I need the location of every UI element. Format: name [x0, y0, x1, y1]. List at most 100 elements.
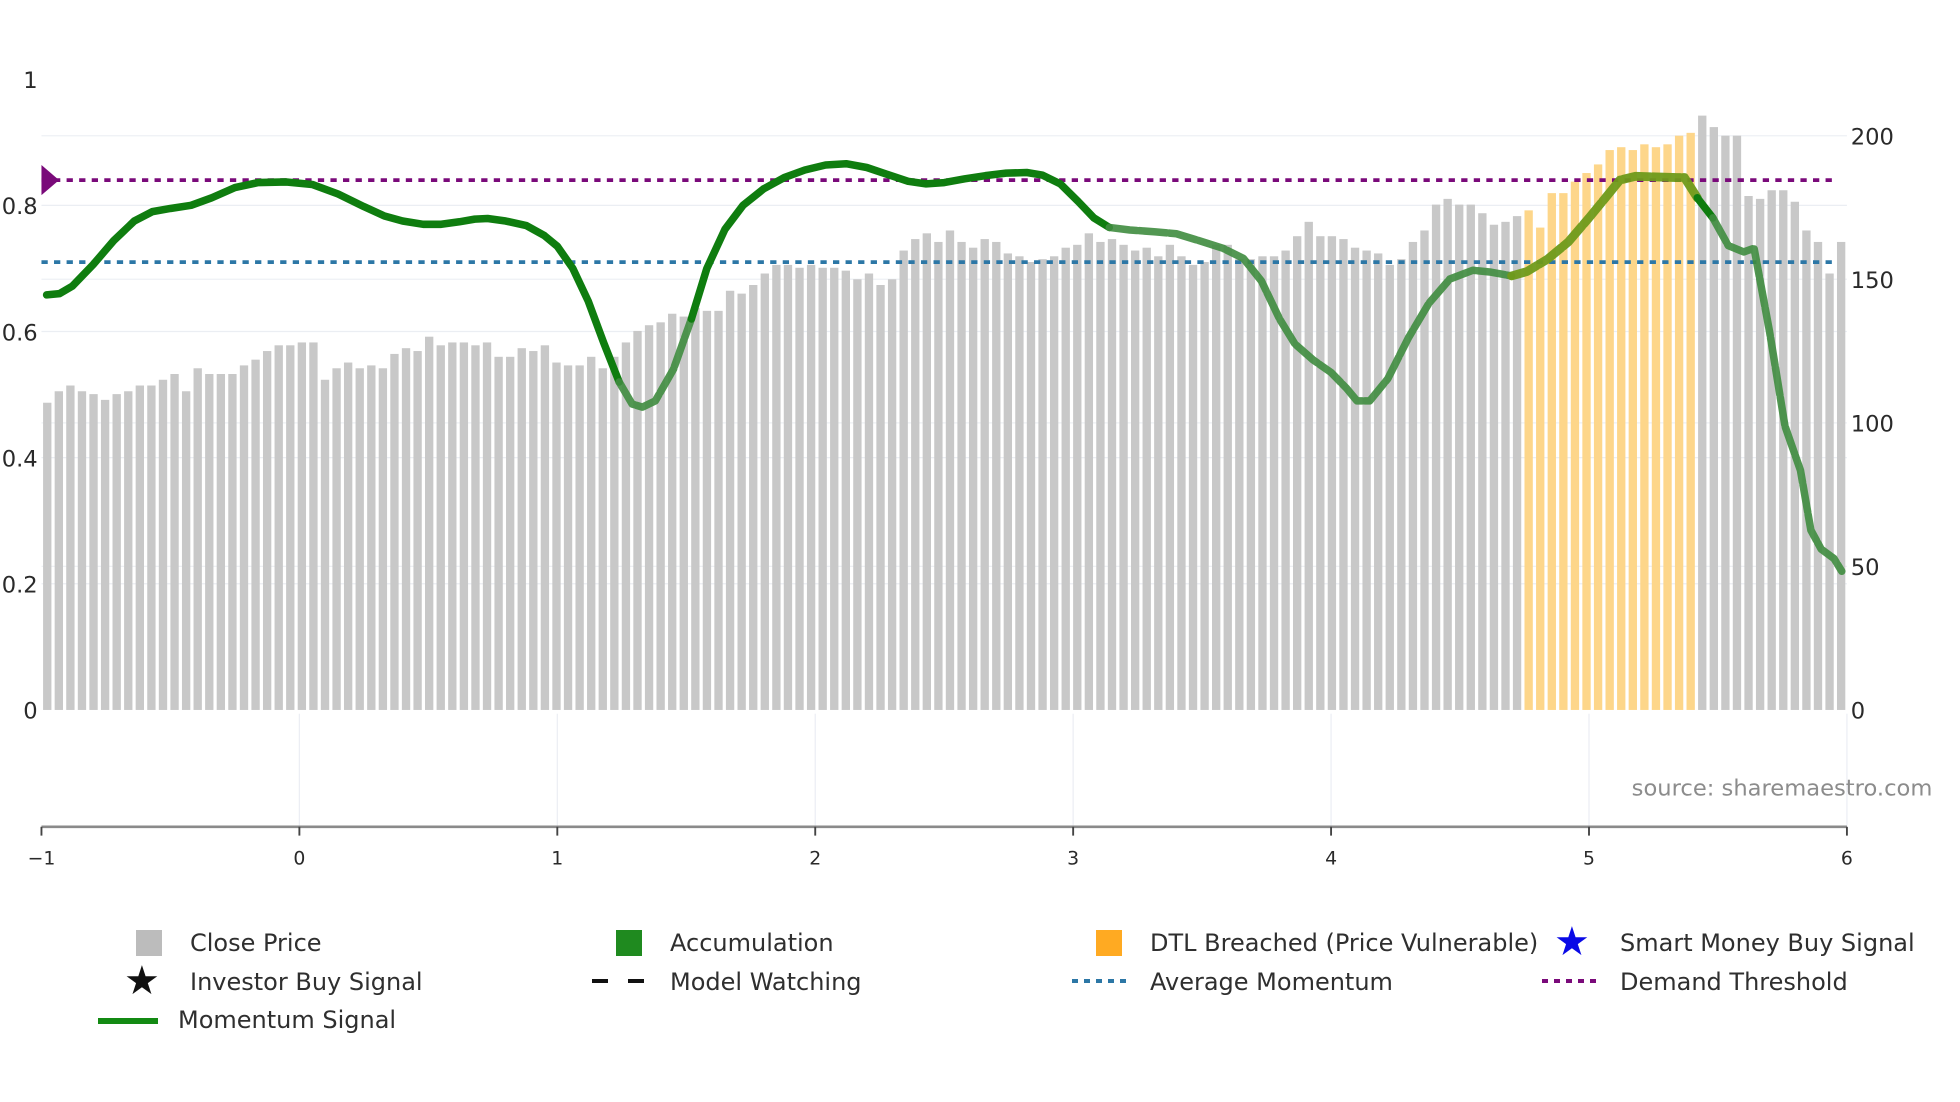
legend-item-dtl-breached[interactable]: DTL Breached (Price Vulnerable)	[1070, 926, 1538, 960]
price-bar	[239, 365, 249, 710]
source-label: source: sharemaestro.com	[1632, 775, 1933, 801]
black-star-icon: ★	[124, 958, 160, 1004]
dotted-purple-line-icon	[1542, 979, 1598, 983]
legend-item-close-price[interactable]: Close Price	[110, 926, 322, 960]
price-bar	[1732, 135, 1742, 710]
x-tick-label: 1	[551, 849, 563, 870]
price-bar	[980, 239, 989, 710]
price-bar	[112, 394, 121, 710]
price-bar	[1212, 244, 1221, 710]
price-bar	[1327, 236, 1337, 710]
legend-item-demand-threshold[interactable]: Demand Threshold	[1540, 965, 1848, 999]
price-bar	[1582, 173, 1591, 710]
axes: −1 0 1 2 3 4 5 6 0 0.2 0.4 0.6 0.8 1 0 50 100 150 200	[2, 68, 1894, 870]
legend-label: Close Price	[190, 929, 322, 957]
price-bar	[1130, 250, 1140, 710]
price-bar	[1489, 224, 1499, 710]
price-bar	[633, 330, 642, 710]
price-bar	[737, 293, 746, 710]
price-bar	[1142, 247, 1151, 710]
price-bar	[783, 264, 793, 710]
price-bar	[459, 342, 469, 710]
price-bar	[1605, 150, 1614, 710]
y-right-tick-label: 0	[1851, 699, 1865, 725]
price-bar	[1177, 256, 1186, 710]
price-bar	[228, 374, 237, 710]
legend-item-accumulation[interactable]: Accumulation	[590, 926, 834, 960]
price-bar	[1350, 247, 1360, 710]
legend-item-model-watching[interactable]: Model Watching	[590, 965, 862, 999]
price-bar	[841, 270, 850, 710]
price-bar	[1165, 244, 1175, 710]
price-bar	[1304, 221, 1313, 710]
price-bar	[1119, 244, 1128, 710]
y-left-tick-label: 1	[23, 68, 37, 94]
price-bar	[795, 267, 804, 710]
price-bar	[1246, 259, 1256, 710]
price-bar	[1096, 241, 1105, 710]
price-bar	[1709, 127, 1718, 710]
price-bar	[957, 241, 966, 710]
price-bar	[471, 345, 480, 710]
price-bar	[876, 285, 885, 710]
x-tick-label: 4	[1325, 849, 1337, 870]
price-bar	[390, 353, 399, 710]
legend-label: Model Watching	[670, 968, 862, 996]
price-bar	[610, 356, 619, 710]
momentum-solid-segment	[1693, 194, 1717, 222]
price-bar	[772, 264, 781, 710]
price-bar	[1339, 239, 1348, 710]
y-left-tick-label: 0	[23, 699, 37, 725]
price-bar	[1536, 227, 1545, 710]
price-bar	[1420, 230, 1429, 710]
price-bar	[1802, 230, 1811, 710]
price-bar	[1686, 132, 1695, 710]
price-bar	[945, 230, 955, 710]
price-bar	[251, 359, 260, 710]
price-bar	[309, 342, 318, 710]
price-bar	[367, 365, 376, 710]
price-bar	[1547, 193, 1556, 710]
price-bar	[1744, 196, 1753, 710]
price-bar	[355, 368, 364, 710]
close-price-bars	[43, 115, 1846, 710]
price-bar	[1767, 190, 1776, 710]
price-bar	[1755, 198, 1765, 710]
price-bar	[1501, 221, 1510, 710]
price-bar	[598, 368, 607, 710]
price-bar	[818, 267, 827, 710]
y-right-tick-label: 100	[1851, 412, 1894, 438]
legend-label: Momentum Signal	[178, 1006, 397, 1034]
price-bar	[552, 362, 561, 710]
momentum-solid-segment	[687, 159, 1114, 323]
legend-item-smart-money[interactable]: ★ Smart Money Buy Signal	[1540, 922, 1915, 962]
price-bar	[262, 351, 272, 710]
x-tick-label: 0	[293, 849, 305, 870]
dtl-breached-swatch-icon	[1096, 930, 1122, 956]
price-bar	[1015, 256, 1024, 710]
price-bar	[887, 279, 897, 710]
momentum-faded-segment	[1709, 214, 1846, 576]
blue-star-icon: ★	[1554, 919, 1590, 965]
price-bar	[1316, 236, 1325, 710]
green-line-icon	[98, 1018, 158, 1024]
price-bar	[806, 264, 816, 710]
price-bar	[205, 374, 214, 710]
price-bar	[1836, 241, 1846, 710]
price-bar	[43, 402, 52, 710]
price-bar	[274, 345, 283, 710]
price-bar	[343, 362, 353, 710]
y-right-tick-label: 150	[1851, 268, 1894, 294]
y-left-tick-label: 0.6	[2, 320, 38, 346]
price-bar	[1443, 198, 1452, 710]
legend-item-momentum-signal[interactable]: Momentum Signal	[98, 1003, 396, 1037]
price-bar	[968, 247, 978, 710]
price-bar	[482, 342, 492, 710]
price-bar	[506, 356, 515, 710]
legend-item-average-momentum[interactable]: Average Momentum	[1070, 965, 1393, 999]
price-bar	[378, 368, 388, 710]
legend-item-investor-buy[interactable]: ★ Investor Buy Signal	[110, 961, 423, 1001]
y-right-tick-label: 50	[1851, 555, 1880, 581]
price-bar	[621, 342, 631, 710]
